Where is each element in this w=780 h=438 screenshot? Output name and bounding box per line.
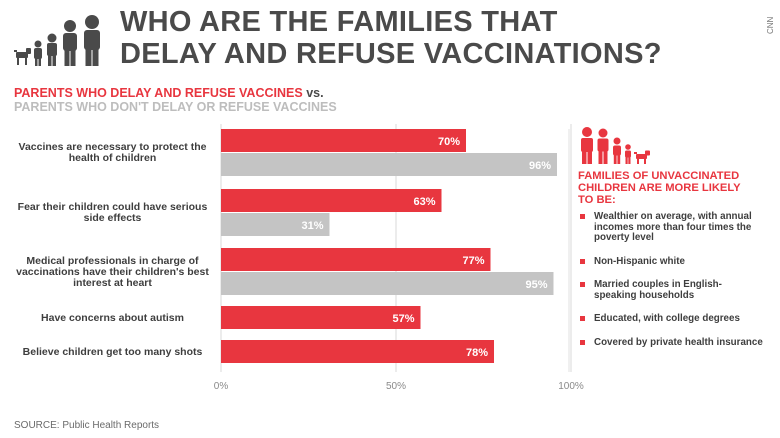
title-line-1: WHO ARE THE FAMILIES THAT <box>120 6 558 38</box>
side-panel-item-text: Wealthier on average, with annual income… <box>594 211 752 243</box>
side-panel-item-text: Educated, with college degrees <box>594 313 740 324</box>
side-panel-list: Wealthier on average, with annual income… <box>578 211 763 361</box>
bar-value-label: 95% <box>525 279 547 291</box>
side-panel-item: Married couples in English-speaking hous… <box>578 279 763 301</box>
category-label: Medical professionals in charge of vacci… <box>16 254 209 289</box>
bullet-icon <box>580 282 585 287</box>
bar-value-label: 31% <box>301 220 323 232</box>
category-label: Have concerns about autism <box>41 311 184 324</box>
side-panel-item-text: Non-Hispanic white <box>594 255 685 267</box>
family-icon <box>14 15 100 66</box>
bar-value-label: 70% <box>438 136 460 148</box>
bar-value-label: 78% <box>466 347 488 359</box>
side-panel-item-text: Covered by private health insurance <box>594 336 763 348</box>
legend-vs: vs. <box>306 86 324 100</box>
category-label: Believe children get too many shots <box>22 345 203 358</box>
bar-value-label: 77% <box>462 255 484 267</box>
side-panel-heading: FAMILIES OF UNVACCINATED CHILDREN ARE MO… <box>578 170 741 206</box>
bullet-icon <box>580 339 585 345</box>
bar-gray <box>221 213 330 236</box>
source-note: SOURCE: Public Health Reports <box>14 420 160 431</box>
x-tick-label: 0% <box>214 381 229 392</box>
page-title: WHO ARE THE FAMILIES THAT DELAY AND REFU… <box>120 6 662 70</box>
side-panel-item-text: Married couples in English-speaking hous… <box>594 279 722 301</box>
bar-gray <box>221 153 557 176</box>
bar-red <box>221 340 494 363</box>
side-panel-item: Wealthier on average, with annual income… <box>578 211 763 244</box>
bullet-icon <box>580 316 585 321</box>
category-label: Vaccines are necessary to protect the he… <box>18 141 207 164</box>
bar-red <box>221 129 466 152</box>
bar-red <box>221 306 421 329</box>
side-panel-item: Non-Hispanic white <box>578 255 763 268</box>
bullet-icon <box>580 258 585 264</box>
bar-value-label: 63% <box>413 196 435 208</box>
legend-red-label: PARENTS WHO DELAY AND REFUSE VACCINES <box>14 86 303 100</box>
legend-red: PARENTS WHO DELAY AND REFUSE VACCINES vs… <box>14 86 324 100</box>
x-tick-label: 100% <box>558 381 584 392</box>
side-panel-item: Educated, with college degrees <box>578 313 763 325</box>
bar-red <box>221 189 442 212</box>
side-panel-item: Covered by private health insurance <box>578 336 763 349</box>
legend-gray-label: PARENTS WHO DON'T DELAY OR REFUSE VACCIN… <box>14 100 337 114</box>
category-label: Fear their children could have serious s… <box>17 201 208 224</box>
bar-red <box>221 248 491 271</box>
bar-value-label: 96% <box>529 160 551 172</box>
x-tick-label: 50% <box>386 381 406 392</box>
title-line-2: DELAY AND REFUSE VACCINATIONS? <box>120 38 662 70</box>
bar-gray <box>221 272 554 295</box>
family-red-icon <box>581 127 650 164</box>
bar-value-label: 57% <box>392 313 414 325</box>
bullet-icon <box>580 214 585 219</box>
